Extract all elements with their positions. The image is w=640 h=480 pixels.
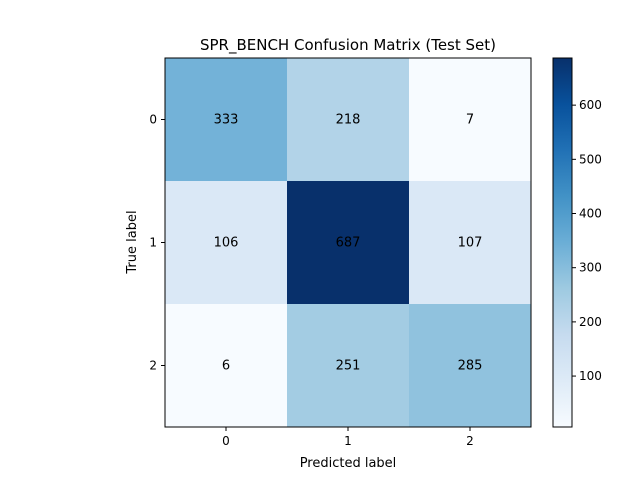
cell-value-r1-c2: 107	[458, 236, 483, 251]
y-tick-label-1: 1	[149, 236, 157, 250]
x-tick-label-0: 0	[222, 434, 230, 448]
heatmap-cell-r1-c2	[409, 181, 532, 305]
heatmap-cell-r1-c1	[287, 181, 410, 305]
x-tick-label-1: 1	[344, 434, 352, 448]
heatmap-cells	[165, 58, 532, 428]
heatmap-cell-r2-c1	[287, 304, 410, 428]
heatmap-cell-r0-c2	[409, 58, 532, 182]
colorbar-tick-label-500: 500	[579, 152, 602, 166]
colorbar-tick-label-100: 100	[579, 369, 602, 383]
x-axis-label: Predicted label	[300, 456, 397, 471]
colorbar-ticks: 100 200 300 400 500 600	[572, 98, 602, 383]
colorbar-tick-label-400: 400	[579, 207, 602, 221]
y-axis-ticks: 0 1 2	[149, 113, 165, 373]
x-tick-label-2: 2	[466, 434, 474, 448]
heatmap-cell-r0-c0	[165, 58, 288, 182]
heatmap-cell-r0-c1	[287, 58, 410, 182]
cell-value-r2-c1: 251	[336, 359, 361, 374]
cell-value-r0-c0: 333	[214, 113, 239, 128]
cell-value-r2-c2: 285	[458, 359, 483, 374]
x-axis-ticks: 0 1 2	[222, 427, 474, 448]
y-tick-label-0: 0	[149, 113, 157, 127]
cell-value-r1-c0: 106	[214, 236, 239, 251]
heatmap-cell-r2-c2	[409, 304, 532, 428]
cell-value-r1-c1: 687	[336, 236, 361, 251]
y-axis-label: True label	[125, 210, 140, 274]
cell-value-r0-c2: 7	[466, 113, 474, 128]
heatmap-cell-r1-c0	[165, 181, 288, 305]
colorbar-tick-label-600: 600	[579, 98, 602, 112]
y-tick-label-2: 2	[149, 359, 157, 373]
chart-title: SPR_BENCH Confusion Matrix (Test Set)	[200, 36, 496, 55]
heatmap-cell-r2-c0	[165, 304, 288, 428]
colorbar	[552, 57, 573, 428]
heatmap-cell-labels: 333 218 7 106 687 107 6 251 285	[214, 113, 483, 374]
cell-value-r2-c0: 6	[222, 359, 230, 374]
colorbar-tick-label-200: 200	[579, 315, 602, 329]
colorbar-tick-label-300: 300	[579, 261, 602, 275]
cell-value-r0-c1: 218	[336, 113, 361, 128]
